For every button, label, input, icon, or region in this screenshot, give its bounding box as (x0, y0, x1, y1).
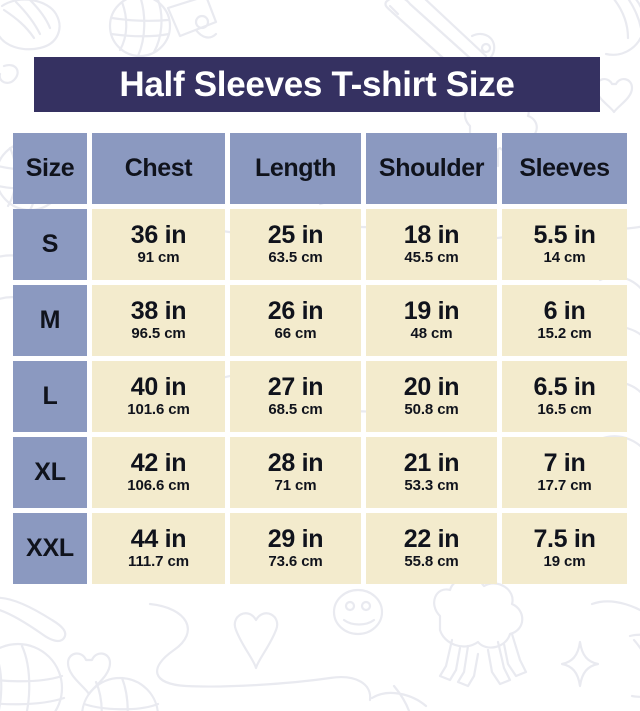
table-row: XL 42 in 106.6 cm 28 in 71 cm 21 in 53.3… (13, 437, 627, 508)
shoulder-cm: 53.3 cm (404, 476, 459, 494)
length-inches: 25 in (267, 220, 324, 249)
sleeves-inches: 6 in (543, 296, 586, 325)
sleeves-cell: 6.5 in 16.5 cm (502, 361, 627, 432)
sleeves-inches: 6.5 in (533, 372, 596, 401)
chest-cm: 106.6 cm (127, 476, 190, 494)
length-inches: 26 in (267, 296, 324, 325)
shoulder-cell: 21 in 53.3 cm (366, 437, 497, 508)
chest-inches: 36 in (130, 220, 187, 249)
chest-cell: 36 in 91 cm (92, 209, 225, 280)
length-cell: 25 in 63.5 cm (230, 209, 361, 280)
size-label: L (13, 361, 87, 432)
table-row: M 38 in 96.5 cm 26 in 66 cm 19 in 48 cm … (13, 285, 627, 356)
sleeves-cell: 6 in 15.2 cm (502, 285, 627, 356)
shoulder-cell: 19 in 48 cm (366, 285, 497, 356)
sleeves-inches: 7.5 in (533, 524, 596, 553)
sleeves-cell: 7.5 in 19 cm (502, 513, 627, 584)
size-label: XL (13, 437, 87, 508)
sleeves-cell: 7 in 17.7 cm (502, 437, 627, 508)
shoulder-cm: 55.8 cm (404, 552, 459, 570)
length-cm: 73.6 cm (268, 552, 323, 570)
chest-cm: 96.5 cm (131, 324, 186, 342)
shoulder-cell: 22 in 55.8 cm (366, 513, 497, 584)
chest-cm: 101.6 cm (127, 400, 190, 418)
shoulder-inches: 20 in (403, 372, 460, 401)
table-row: L 40 in 101.6 cm 27 in 68.5 cm 20 in 50.… (13, 361, 627, 432)
chest-inches: 42 in (130, 448, 187, 477)
sleeves-cm: 14 cm (543, 248, 586, 266)
chest-inches: 38 in (130, 296, 187, 325)
sleeves-cell: 5.5 in 14 cm (502, 209, 627, 280)
sleeves-cm: 15.2 cm (537, 324, 592, 342)
length-cell: 29 in 73.6 cm (230, 513, 361, 584)
length-cell: 28 in 71 cm (230, 437, 361, 508)
shoulder-inches: 19 in (403, 296, 460, 325)
shoulder-inches: 18 in (403, 220, 460, 249)
chest-cell: 38 in 96.5 cm (92, 285, 225, 356)
sleeves-inches: 5.5 in (533, 220, 596, 249)
sleeves-cm: 16.5 cm (537, 400, 592, 418)
size-label: XXL (13, 513, 87, 584)
shoulder-inches: 22 in (403, 524, 460, 553)
size-label: S (13, 209, 87, 280)
sleeves-cm: 17.7 cm (537, 476, 592, 494)
chest-cell: 40 in 101.6 cm (92, 361, 225, 432)
shoulder-cm: 50.8 cm (404, 400, 459, 418)
chest-cell: 44 in 111.7 cm (92, 513, 225, 584)
length-cell: 27 in 68.5 cm (230, 361, 361, 432)
length-cm: 68.5 cm (268, 400, 323, 418)
page-title-bar: Half Sleeves T-shirt Size (34, 57, 600, 112)
table-row: XXL 44 in 111.7 cm 29 in 73.6 cm 22 in 5… (13, 513, 627, 584)
column-header-size: Size (13, 133, 87, 204)
chest-inches: 40 in (130, 372, 187, 401)
shoulder-inches: 21 in (403, 448, 460, 477)
column-header-chest: Chest (92, 133, 225, 204)
shoulder-cell: 20 in 50.8 cm (366, 361, 497, 432)
length-cm: 71 cm (274, 476, 317, 494)
length-cell: 26 in 66 cm (230, 285, 361, 356)
column-header-shoulder: Shoulder (366, 133, 497, 204)
length-inches: 27 in (267, 372, 324, 401)
chest-cell: 42 in 106.6 cm (92, 437, 225, 508)
shoulder-cm: 48 cm (410, 324, 453, 342)
size-chart-table: Size Chest Length Shoulder Sleeves S 36 … (8, 128, 632, 589)
chest-cm: 111.7 cm (128, 552, 189, 570)
column-header-length: Length (230, 133, 361, 204)
table-header-row: Size Chest Length Shoulder Sleeves (13, 133, 627, 204)
chest-inches: 44 in (130, 524, 187, 553)
sleeves-inches: 7 in (543, 448, 586, 477)
length-cm: 63.5 cm (268, 248, 323, 266)
length-cm: 66 cm (274, 324, 317, 342)
shoulder-cell: 18 in 45.5 cm (366, 209, 497, 280)
chest-cm: 91 cm (137, 248, 180, 266)
page-title: Half Sleeves T-shirt Size (119, 65, 515, 104)
size-label: M (13, 285, 87, 356)
sleeves-cm: 19 cm (543, 552, 586, 570)
length-inches: 28 in (267, 448, 324, 477)
table-row: S 36 in 91 cm 25 in 63.5 cm 18 in 45.5 c… (13, 209, 627, 280)
shoulder-cm: 45.5 cm (404, 248, 459, 266)
column-header-sleeves: Sleeves (502, 133, 627, 204)
length-inches: 29 in (267, 524, 324, 553)
